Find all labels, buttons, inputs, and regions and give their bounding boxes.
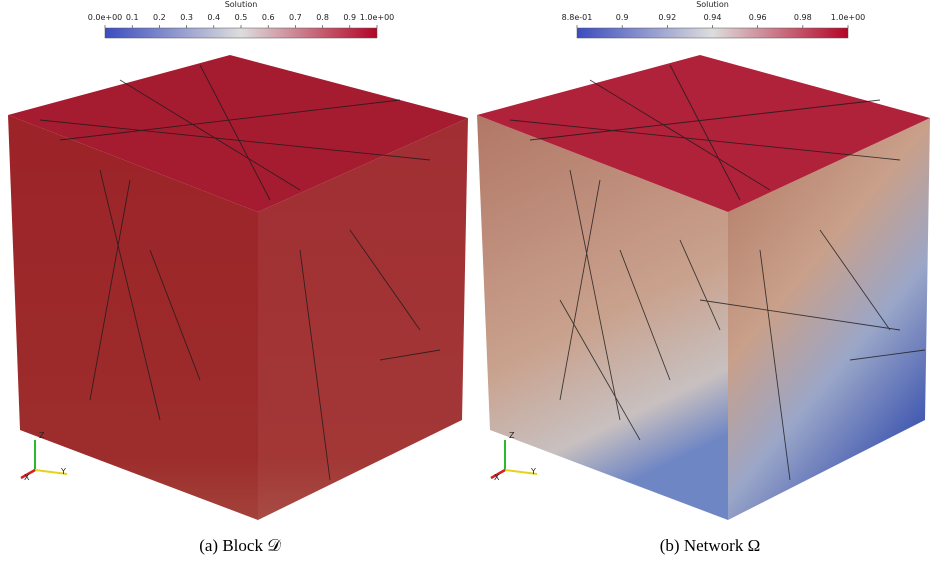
colorbar-tick-label: 0.2 [153, 13, 166, 22]
axis-label-y: Y [530, 467, 536, 476]
axis-label-y: Y [60, 467, 66, 476]
colorbar-tick-label: 0.92 [658, 13, 676, 22]
axis-x [20, 468, 36, 480]
colorbar-tick-label: 1.0e+00 [831, 13, 866, 22]
colorbar-tick-label: 0.7 [289, 13, 302, 22]
colorbar-tick-label: 0.98 [794, 13, 812, 22]
cube-render-b [477, 55, 930, 520]
colorbar-tick-label: 0.5 [235, 13, 248, 22]
colorbar-tick-label: 0.1 [126, 13, 139, 22]
colorbar-tick-label: 0.0e+00 [88, 13, 123, 22]
colorbar-tick-label: 8.8e-01 [562, 13, 593, 22]
colorbar-tick-label: 0.3 [180, 13, 193, 22]
cube-render-a [8, 55, 468, 520]
colorbar-tick-label: 0.9 [343, 13, 356, 22]
colorbar-title: Solution [225, 0, 258, 9]
axis-label-z: Z [509, 431, 515, 440]
axis-label-x: X [24, 473, 30, 482]
colorbar [576, 27, 849, 39]
caption: (b) Network Ω [660, 536, 760, 555]
colorbar-title: Solution [696, 0, 729, 9]
colorbar-tick-label: 1.0e+00 [360, 13, 395, 22]
axis-y [504, 469, 538, 475]
axis-label-x: X [494, 473, 500, 482]
axis-x [490, 468, 506, 480]
colorbar-tick-label: 0.6 [262, 13, 275, 22]
colorbar-tick-label: 0.96 [749, 13, 767, 22]
caption: (a) Block 𝒟 [199, 536, 281, 555]
colorbar-tick-label: 0.4 [207, 13, 220, 22]
colorbar [104, 27, 378, 39]
axis-label-z: Z [39, 431, 45, 440]
axis-y [34, 469, 68, 475]
colorbar-tick-label: 0.94 [704, 13, 722, 22]
colorbar-tick-label: 0.8 [316, 13, 329, 22]
colorbar-tick-label: 0.9 [616, 13, 629, 22]
